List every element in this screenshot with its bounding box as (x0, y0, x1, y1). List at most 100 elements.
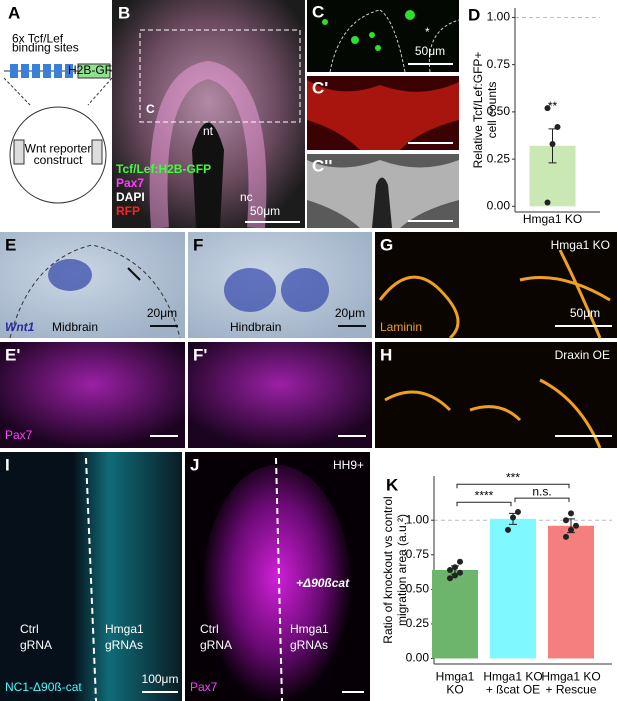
legend-pax7: Pax7 (116, 176, 144, 190)
data-point (457, 558, 463, 565)
data-point (510, 514, 516, 521)
y-axis-title: Relative Tcf/Lef:GFP+cell counts (471, 52, 499, 169)
data-point (563, 517, 569, 524)
data-point (515, 508, 521, 515)
ko-label: Hmga1 gRNAs (290, 622, 329, 652)
y-tick-label: 0.00 (406, 651, 430, 665)
y-axis-title: Ratio of knockout vs controlmigration ar… (381, 496, 409, 643)
scale-label: 100μm (142, 672, 179, 686)
significance-label: *** (506, 470, 520, 484)
y-tick-label: 1.00 (487, 10, 511, 24)
panel-label: E' (5, 345, 20, 364)
panel-label: F (193, 235, 203, 254)
data-point (452, 572, 458, 579)
ko-label: Hmga1 gRNAs (105, 622, 144, 652)
panel-label: D (468, 5, 480, 24)
row-e1f1h: E' Pax7 F' H Draxin OE (0, 342, 617, 449)
panel-label: A (8, 3, 20, 22)
panel-label: K (386, 475, 399, 494)
panel-label: G (380, 235, 393, 254)
data-point (568, 510, 574, 517)
stain-label: Pax7 (5, 428, 33, 442)
data-point (452, 564, 458, 571)
panel-label: C' (312, 78, 328, 97)
data-point (554, 124, 561, 130)
star: * (425, 25, 430, 39)
ctrl-label: Ctrl gRNA (200, 622, 232, 652)
panel-a: A 6x Tcf/Lef binding sites H2B-GFP Wnt re… (3, 3, 120, 204)
plasmid (9, 106, 107, 204)
sites-label: 6x Tcf/Lef binding sites (12, 32, 79, 55)
nc-label: nc (240, 190, 253, 204)
x-tick-label: Hmga1 KO + ßcat OE (483, 670, 542, 697)
ctrl-label: Ctrl gRNA (20, 622, 52, 652)
scale-label: 20μm (335, 306, 365, 320)
row-ij: I Ctrl gRNA Hmga1 gRNAs NC1-Δ90ß-cat 100μm… (0, 452, 370, 701)
panel-label: J (190, 455, 199, 474)
data-point (544, 199, 551, 206)
y-tick-label: 0.50 (487, 104, 511, 118)
x-tick-label: Hmga1 KO (523, 212, 582, 226)
panel-b: B C nt nc Tcf/Lef:H2B-GFP Pax7 DAPI RFP … (112, 0, 305, 229)
significance-bracket (456, 501, 512, 507)
x-tick-label: Hmga1 KO + Rescue (541, 670, 600, 697)
y-tick-label: 0.25 (406, 616, 430, 630)
gene-label: H2B-GFP (68, 63, 120, 77)
panel-label: E (5, 235, 16, 254)
binding-sites (10, 64, 73, 78)
scale-label: 50μm (570, 306, 600, 320)
y-tick-label: 0.00 (487, 199, 511, 213)
y-tick-label: 0.75 (487, 57, 511, 71)
row-efg: E Wnt1 Midbrain 20μm F Hindbrain 20μm G … (0, 232, 617, 340)
annotation: ** (548, 99, 558, 113)
data-point (563, 533, 569, 540)
significance-label: **** (475, 488, 494, 502)
bar (490, 518, 536, 659)
bar (432, 570, 478, 659)
legend-gfp: Tcf/Lef:H2B-GFP (116, 162, 211, 176)
y-tick-label: 1.00 (406, 512, 430, 526)
significance-bracket (456, 483, 570, 489)
data-point (447, 575, 453, 582)
data-point (549, 141, 556, 147)
condition-label: Hmga1 KO (551, 238, 610, 252)
panel-c: C * 50μm C' C'' (307, 0, 460, 228)
legend-rfp: RFP (116, 204, 140, 218)
stage-label: HH9+ (333, 458, 364, 472)
construct-label: Wnt reporter construct (25, 141, 92, 167)
y-tick-label: 0.25 (487, 151, 511, 165)
stain-label: NC1-Δ90ß-cat (5, 680, 82, 694)
gene-label: Wnt1 (5, 320, 35, 334)
stain-label: Laminin (380, 320, 422, 334)
y-tick-label: 0.50 (406, 582, 430, 596)
scale-label: 50μm (415, 44, 445, 58)
scale-label: 20μm (147, 306, 177, 320)
panel-label: H (380, 345, 392, 364)
condition-label: Draxin OE (555, 348, 610, 362)
panel-label: C (312, 2, 324, 21)
significance-bracket (514, 497, 570, 503)
data-point (573, 522, 579, 529)
data-point (457, 569, 463, 576)
scale-label: 50μm (250, 204, 280, 218)
construct-label: +Δ90ßcat (296, 576, 350, 590)
panel-label: C'' (312, 156, 332, 175)
data-point (447, 567, 453, 573)
x-tick-label: Hmga1 KO (436, 670, 475, 697)
gene-box (77, 63, 111, 79)
stain-label: Pax7 (190, 680, 218, 694)
data-point (568, 526, 574, 533)
box-label: C (146, 102, 155, 116)
bar (548, 525, 594, 659)
region-label: Midbrain (52, 320, 98, 334)
data-point (544, 105, 551, 112)
panel-label: B (118, 3, 130, 22)
legend-dapi: DAPI (116, 190, 145, 204)
region-label: Hindbrain (230, 320, 281, 334)
panel-label: F' (193, 345, 207, 364)
nt-label: nt (203, 124, 214, 138)
y-tick-label: 0.75 (406, 547, 430, 561)
panel-label: I (5, 455, 10, 474)
significance-label: n.s. (532, 484, 551, 498)
